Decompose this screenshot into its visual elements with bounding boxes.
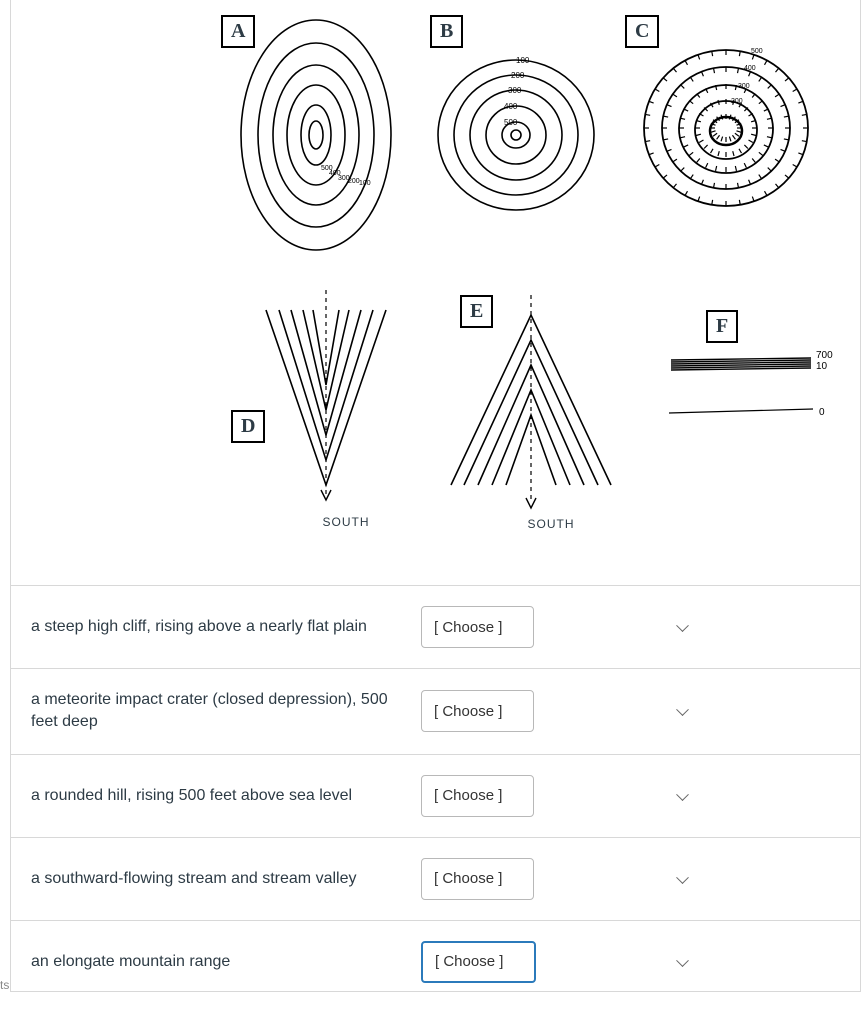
diagram-e-label: E xyxy=(460,295,493,328)
question-1-label: a steep high cliff, rising above a nearl… xyxy=(31,616,411,638)
diagram-row-2: D SOUTH xyxy=(41,285,830,545)
diagram-b: B 100 200 300 400 50 xyxy=(426,15,616,245)
diagram-f-annot-10: 10 xyxy=(816,361,828,372)
diagram-c-label-500: 500 xyxy=(751,48,763,55)
diagram-f-annot-700: 700 xyxy=(816,350,833,361)
diagram-f-annot-0: 0 xyxy=(819,407,825,418)
diagram-c: C 500 400 xyxy=(631,15,821,245)
diagram-d: D SOUTH xyxy=(231,285,421,545)
question-5-select[interactable]: [ Choose ] xyxy=(421,941,536,983)
matching-questions: a steep high cliff, rising above a nearl… xyxy=(11,585,860,991)
question-row-4: a southward-flowing stream and stream va… xyxy=(11,837,860,920)
question-1-select[interactable]: [ Choose ] xyxy=(421,606,534,648)
diagram-row-1: A 500 400 300 200 xyxy=(41,15,830,265)
diagram-b-label: B xyxy=(430,15,463,48)
question-row-1: a steep high cliff, rising above a nearl… xyxy=(11,585,860,668)
diagram-d-label: D xyxy=(231,410,265,443)
diagrams-area: A 500 400 300 200 xyxy=(11,0,860,575)
question-row-2: a meteorite impact crater (closed depres… xyxy=(11,668,860,754)
sidebar-tab-label: ts xyxy=(0,978,9,992)
diagram-c-label: C xyxy=(625,15,659,48)
question-row-5: an elongate mountain range [ Choose ] xyxy=(11,920,860,991)
question-2-select[interactable]: [ Choose ] xyxy=(421,690,534,732)
diagram-b-label-400: 400 xyxy=(504,102,518,111)
question-3-label: a rounded hill, rising 500 feet above se… xyxy=(31,785,411,807)
diagram-f-label: F xyxy=(706,310,738,343)
question-3-select[interactable]: [ Choose ] xyxy=(421,775,534,817)
diagram-c-label-200: 200 xyxy=(731,98,743,105)
diagram-b-label-500: 500 xyxy=(504,118,518,127)
diagram-c-label-300: 300 xyxy=(738,83,750,90)
diagram-e: E SOUTH xyxy=(436,285,636,545)
diagram-a-label: A xyxy=(221,15,255,48)
diagram-a-label-100: 100 xyxy=(359,180,371,187)
question-5-label: an elongate mountain range xyxy=(31,951,411,973)
diagram-a: A 500 400 300 200 xyxy=(221,15,411,265)
diagram-e-south-label: SOUTH xyxy=(436,517,636,531)
question-panel: A 500 400 300 200 xyxy=(10,0,861,992)
diagram-b-label-300: 300 xyxy=(508,86,522,95)
diagram-b-label-100: 100 xyxy=(516,56,530,65)
question-row-3: a rounded hill, rising 500 feet above se… xyxy=(11,754,860,837)
diagram-f: F 700 10 xyxy=(661,285,841,485)
question-4-select[interactable]: [ Choose ] xyxy=(421,858,534,900)
question-4-label: a southward-flowing stream and stream va… xyxy=(31,868,411,890)
diagram-d-south-label: SOUTH xyxy=(231,515,421,529)
diagram-b-label-200: 200 xyxy=(511,71,525,80)
diagram-c-label-400: 400 xyxy=(744,65,756,72)
question-2-label: a meteorite impact crater (closed depres… xyxy=(31,689,411,734)
